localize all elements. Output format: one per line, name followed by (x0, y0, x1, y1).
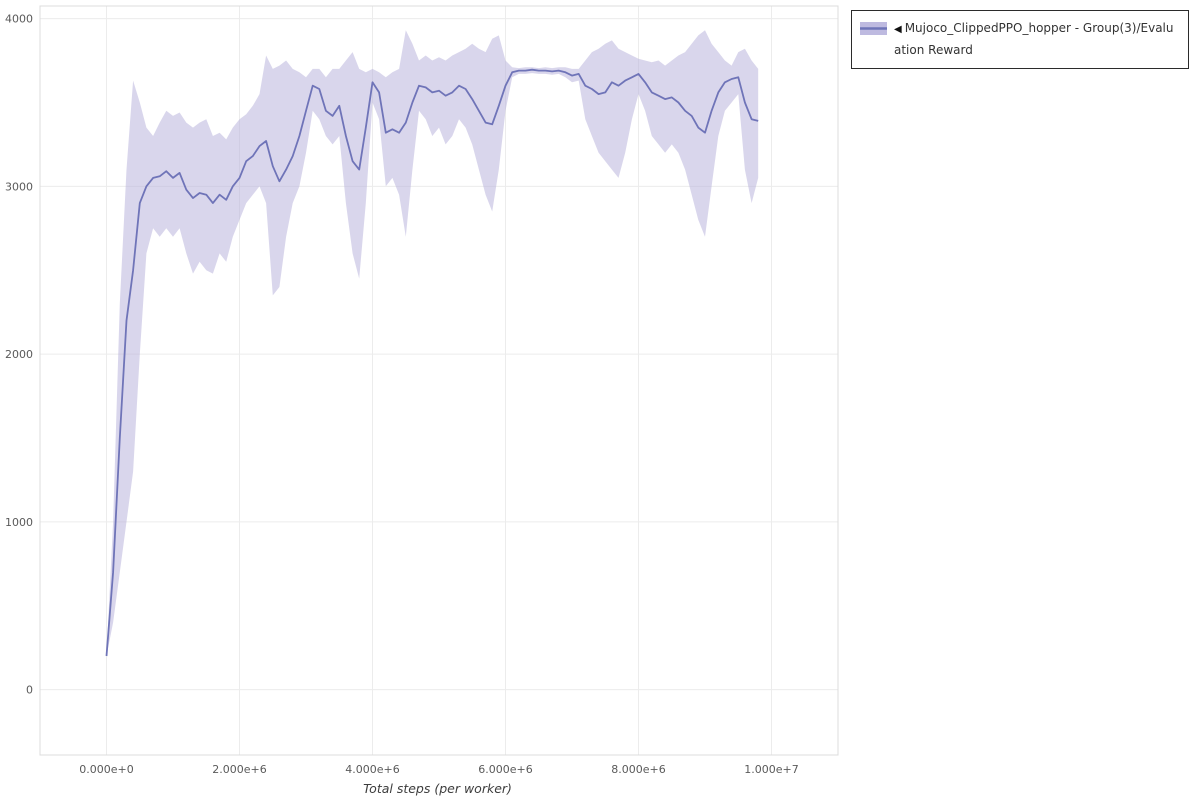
x-axis-title: Total steps (per worker) (363, 781, 512, 796)
svg-text:2.000e+6: 2.000e+6 (212, 763, 266, 776)
plot-border (39, 5, 839, 756)
legend-swatch-icon (860, 22, 887, 35)
svg-text:2000: 2000 (5, 348, 33, 361)
legend-label: Mujoco_ClippedPPO_hopper - Group(3)/Eval… (894, 21, 1174, 57)
legend-item[interactable]: ◀ Mujoco_ClippedPPO_hopper - Group(3)/Eva… (851, 10, 1189, 69)
mean-line (105, 68, 759, 657)
legend-label-wrap: ◀ Mujoco_ClippedPPO_hopper - Group(3)/Eva… (894, 18, 1179, 61)
y-axis-tick-labels: 0 1000 2000 3000 4000 (5, 13, 33, 697)
svg-text:6.000e+6: 6.000e+6 (478, 763, 532, 776)
confidence-band (106, 30, 759, 657)
svg-text:1.000e+7: 1.000e+7 (744, 763, 798, 776)
svg-text:4000: 4000 (5, 13, 33, 26)
svg-text:0: 0 (26, 684, 33, 697)
svg-text:0.000e+0: 0.000e+0 (79, 763, 133, 776)
svg-text:8.000e+6: 8.000e+6 (611, 763, 665, 776)
svg-text:4.000e+6: 4.000e+6 (345, 763, 399, 776)
x-axis-tick-labels: 0.000e+0 2.000e+6 4.000e+6 6.000e+6 8.000e+6… (79, 763, 798, 776)
legend-collapse-icon[interactable]: ◀ (894, 24, 902, 35)
svg-text:1000: 1000 (5, 516, 33, 529)
svg-text:3000: 3000 (5, 180, 33, 193)
